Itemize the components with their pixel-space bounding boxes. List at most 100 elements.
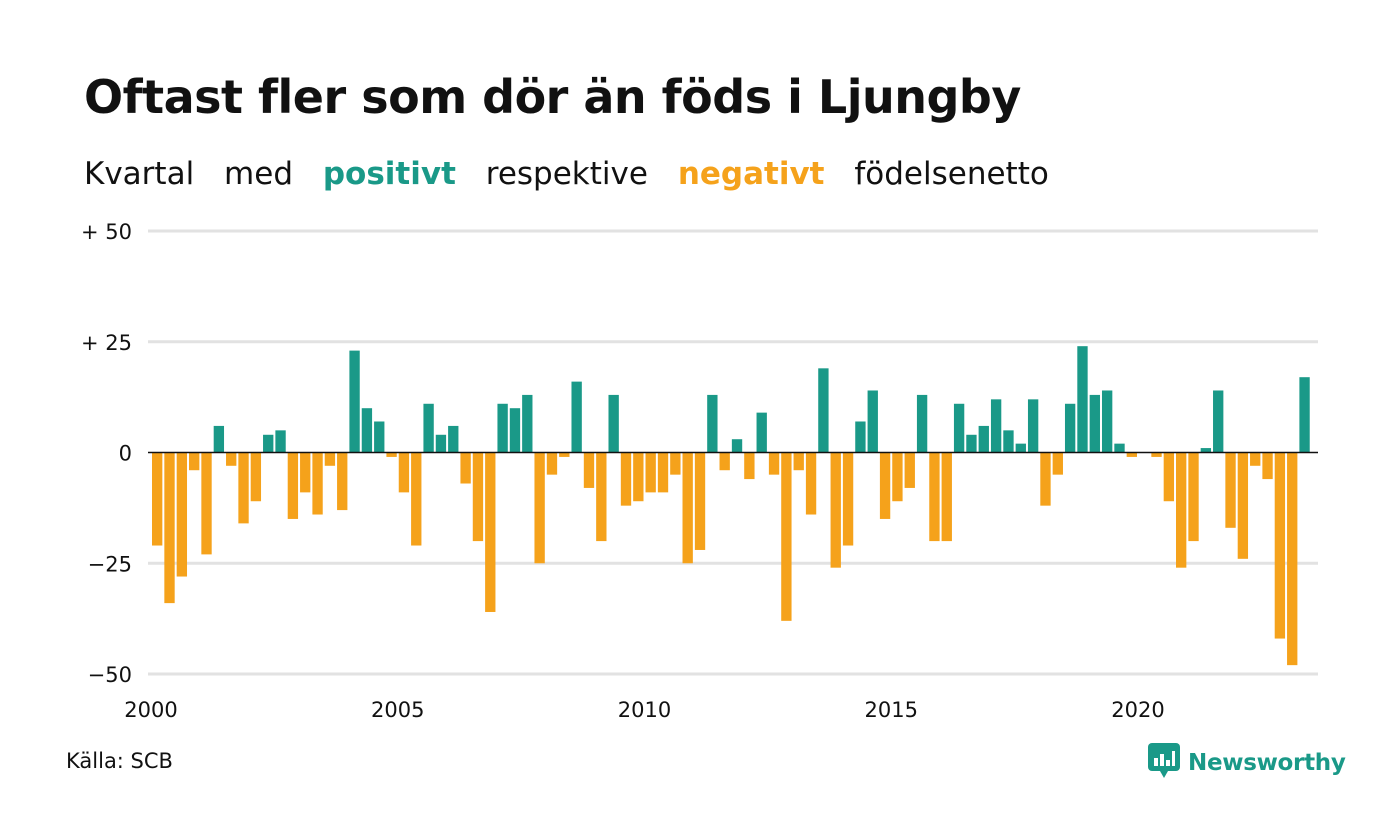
x-tick-label: 2020 (1111, 698, 1164, 722)
bar-positive (608, 394, 619, 453)
bar-negative (596, 452, 607, 542)
bar-negative (386, 452, 397, 457)
bar-negative (842, 452, 854, 546)
x-tick-label: 2010 (618, 698, 671, 722)
bar-positive (374, 421, 385, 453)
bar-negative (719, 452, 730, 471)
bar-negative (682, 452, 693, 564)
subtitle-part-4: födelsenetto (854, 156, 1049, 192)
chart-subtitle: Kvartal med positivt respektive negativt… (84, 156, 1069, 192)
bar-positive (361, 408, 373, 453)
bar-negative (830, 452, 841, 568)
subtitle-positive-word: positivt (322, 156, 456, 192)
subtitle-part-3: respektive (485, 156, 648, 192)
bar-positive (916, 394, 928, 453)
bar-positive (497, 403, 508, 453)
bar-positive (855, 421, 866, 453)
bar-positive (953, 403, 965, 453)
bar-negative (904, 452, 915, 488)
bar-negative (1262, 452, 1273, 480)
bar-positive (509, 408, 521, 453)
bar-negative (1126, 452, 1137, 457)
bar-negative (892, 452, 903, 502)
bar-positive (1089, 394, 1100, 453)
bar-negative (411, 452, 422, 546)
bar-positive (522, 394, 533, 453)
bar-negative (312, 452, 323, 515)
bar-negative (583, 452, 595, 488)
bar-negative (879, 452, 891, 519)
bar-negative (620, 452, 632, 506)
bar-negative (805, 452, 817, 515)
bar-negative (460, 452, 471, 484)
subtitle-negative-word: negativt (677, 156, 825, 192)
bar-positive (978, 425, 989, 453)
bar-positive (571, 381, 582, 453)
x-tick-label: 2000 (124, 698, 177, 722)
grid-lines (148, 229, 1318, 676)
bar-positive (867, 390, 878, 453)
y-tick-label: + 25 (81, 331, 132, 355)
bar-negative (781, 452, 792, 621)
bar-negative (768, 452, 780, 475)
bar-negative (534, 452, 545, 564)
bar-positive (1299, 377, 1310, 453)
x-axis-ticks: 2000 2005 2010 2015 2020 (124, 698, 1164, 722)
bar-negative (1274, 452, 1286, 639)
bar-negative (1176, 452, 1187, 568)
bar-negative (324, 452, 336, 466)
y-tick-label: −25 (88, 552, 132, 576)
bar-negative (645, 452, 656, 493)
bar-negative (546, 452, 558, 475)
bar-negative (1287, 452, 1298, 666)
bar-negative (287, 452, 299, 519)
bar-positive (731, 439, 743, 453)
bar-positive (1114, 443, 1125, 453)
subtitle-part-2: med (224, 156, 293, 192)
bar-negative (1237, 452, 1249, 559)
y-tick-label: + 50 (81, 220, 132, 244)
bar-negative (398, 452, 410, 493)
bar-negative (1151, 452, 1162, 457)
bar-positive (1213, 390, 1224, 453)
x-tick-label: 2005 (371, 698, 424, 722)
bar-negative (152, 452, 163, 546)
bar-negative (176, 452, 188, 577)
bar-positive (263, 434, 274, 453)
bar-negative (337, 452, 348, 511)
bar-negative (201, 452, 212, 555)
y-axis-ticks: + 50 + 25 0 −25 −50 (81, 220, 132, 687)
bar-positive (213, 425, 225, 453)
bar-negative (1188, 452, 1199, 542)
source-note: Källa: SCB (66, 749, 173, 773)
x-tick-label: 2015 (865, 698, 918, 722)
bar-positive (756, 412, 767, 453)
bars (152, 346, 1310, 666)
bar-positive (966, 434, 977, 453)
bar-positive (1101, 390, 1113, 453)
bar-positive (275, 430, 286, 453)
newsworthy-logo-icon (1148, 743, 1180, 783)
bar-positive (349, 350, 360, 453)
bar-positive (448, 425, 459, 453)
bar-positive (1003, 430, 1014, 453)
bar-positive (1027, 399, 1039, 453)
bar-negative (941, 452, 952, 542)
bar-positive (818, 368, 829, 453)
bar-positive (1064, 403, 1076, 453)
bar-positive (423, 403, 434, 453)
bar-negative (657, 452, 669, 493)
bar-negative (1250, 452, 1261, 466)
bar-negative (793, 452, 804, 471)
brand-logo[interactable]: Newsworthy (1148, 743, 1346, 783)
bar-negative (1040, 452, 1051, 506)
bar-negative (694, 452, 706, 550)
bar-positive (990, 399, 1002, 453)
bar-negative (1052, 452, 1063, 475)
chart-title: Oftast fler som dör än föds i Ljungby (84, 70, 1021, 124)
bar-positive (435, 434, 447, 453)
bar-positive (1015, 443, 1026, 453)
bar-negative (744, 452, 755, 480)
bar-negative (250, 452, 262, 502)
